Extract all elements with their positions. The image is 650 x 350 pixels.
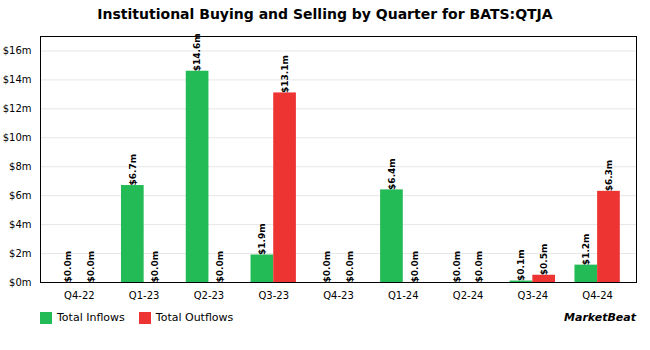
svg-text:$12m: $12m [3,103,32,114]
svg-text:Q3-24: Q3-24 [518,290,549,301]
svg-text:Q2-24: Q2-24 [453,290,484,301]
html-text:Institutional Buying and Selli: Institutional Buying and Selling by Quar… [97,6,553,22]
html-text:MarketBeat: MarketBeat [564,310,636,324]
svg-text:$10m: $10m [3,132,32,143]
svg-text:$16m: $16m [3,45,32,56]
svg-text:$0.0m: $0.0m [215,251,225,283]
svg-text:Q1-23: Q1-23 [129,290,160,301]
svg-text:$13.1m: $13.1m [280,55,290,93]
svg-text:Q3-23: Q3-23 [258,290,289,301]
svg-text:$0.0m: $0.0m [474,251,484,283]
svg-text:Q4-24: Q4-24 [582,290,613,301]
svg-text:$0.0m: $0.0m [409,251,419,283]
svg-text:$0.0m: $0.0m [150,251,160,283]
svg-text:$6m: $6m [9,190,31,201]
svg-text:$0.0m: $0.0m [63,251,73,283]
svg-text:$0.5m: $0.5m [539,244,549,276]
svg-text:Q2-23: Q2-23 [194,290,225,301]
svg-text:$0.1m: $0.1m [516,249,526,281]
html-text:Total Inflows: Total Inflows [57,310,125,324]
svg-text:$2m: $2m [9,248,31,259]
svg-text:$8m: $8m [9,161,31,172]
svg-text:$1.9m: $1.9m [257,223,267,255]
svg-text:$0.0m: $0.0m [86,251,96,283]
svg-text:$0.0m: $0.0m [345,251,355,283]
svg-text:$0.0m: $0.0m [452,251,462,283]
svg-text:$14m: $14m [3,74,32,85]
svg-text:Q4-22: Q4-22 [64,290,95,301]
svg-text:$4m: $4m [9,219,31,230]
svg-text:$6.3m: $6.3m [604,160,614,192]
svg-text:$6.7m: $6.7m [128,154,138,186]
svg-text:$14.6m: $14.6m [192,33,202,71]
svg-text:Q4-23: Q4-23 [323,290,354,301]
svg-text:$6.4m: $6.4m [387,158,397,190]
svg-text:$1.2m: $1.2m [581,234,591,266]
svg-text:$0.0m: $0.0m [322,251,332,283]
html-text:Total Outflows: Total Outflows [155,310,234,324]
svg-text:Q1-24: Q1-24 [388,290,419,301]
svg-text:$0m: $0m [9,277,31,288]
